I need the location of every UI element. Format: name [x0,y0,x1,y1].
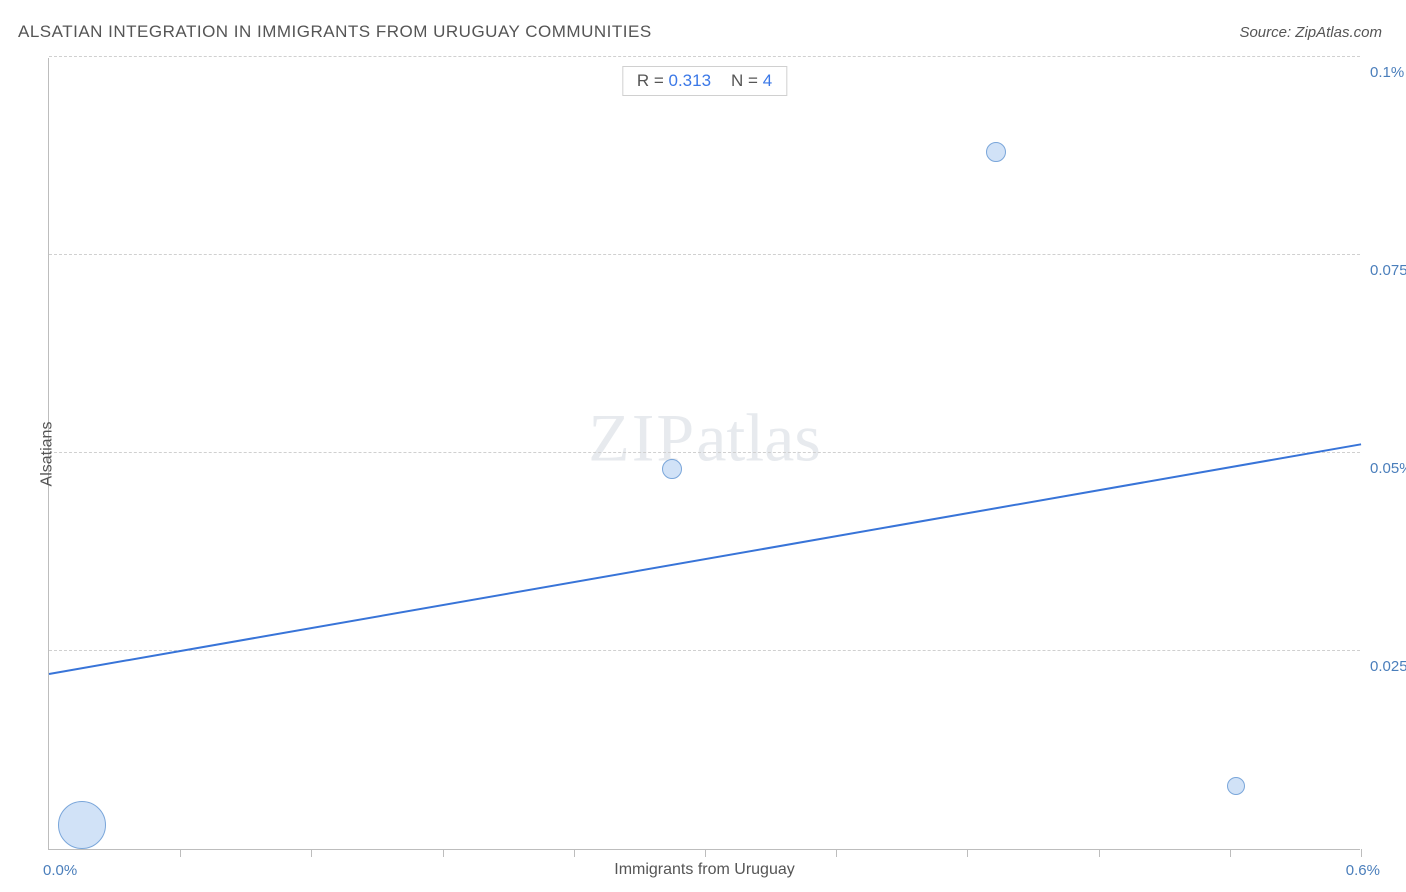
data-point [1227,777,1245,795]
regression-line [49,443,1361,675]
y-tick-label: 0.1% [1370,64,1404,81]
x-axis-max-label: 0.6% [1346,862,1380,879]
chart-title: ALSATIAN INTEGRATION IN IMMIGRANTS FROM … [18,22,652,42]
n-stat: N = 4 [731,71,772,91]
x-axis-title: Immigrants from Uruguay [614,861,795,879]
y-tick-label: 0.075% [1370,262,1406,279]
x-tick [574,849,575,857]
y-tick-label: 0.05% [1370,460,1406,477]
y-axis-title: Alsatians [38,421,56,486]
stats-legend: R = 0.313 N = 4 [622,66,787,96]
data-point [58,801,106,849]
n-label: N = [731,71,758,90]
r-label: R = [637,71,664,90]
data-point [986,142,1006,162]
r-value: 0.313 [668,71,711,90]
y-tick-label: 0.025% [1370,658,1406,675]
x-tick [180,849,181,857]
source-attribution: Source: ZipAtlas.com [1239,24,1382,41]
gridline [49,56,1360,57]
watermark: ZIPatlas [588,398,821,477]
data-point [662,459,682,479]
x-tick [1230,849,1231,857]
x-tick [1361,849,1362,857]
x-tick [705,849,706,857]
x-axis-min-label: 0.0% [43,862,77,879]
r-stat: R = 0.313 [637,71,711,91]
scatter-chart: ZIPatlas 0.025%0.05%0.075%0.1% R = 0.313… [48,58,1360,850]
watermark-atlas: atlas [696,399,821,475]
gridline [49,452,1360,453]
gridline [49,650,1360,651]
n-value: 4 [763,71,772,90]
x-tick [311,849,312,857]
x-tick [443,849,444,857]
x-tick [836,849,837,857]
gridline [49,254,1360,255]
x-tick [967,849,968,857]
x-tick [1099,849,1100,857]
